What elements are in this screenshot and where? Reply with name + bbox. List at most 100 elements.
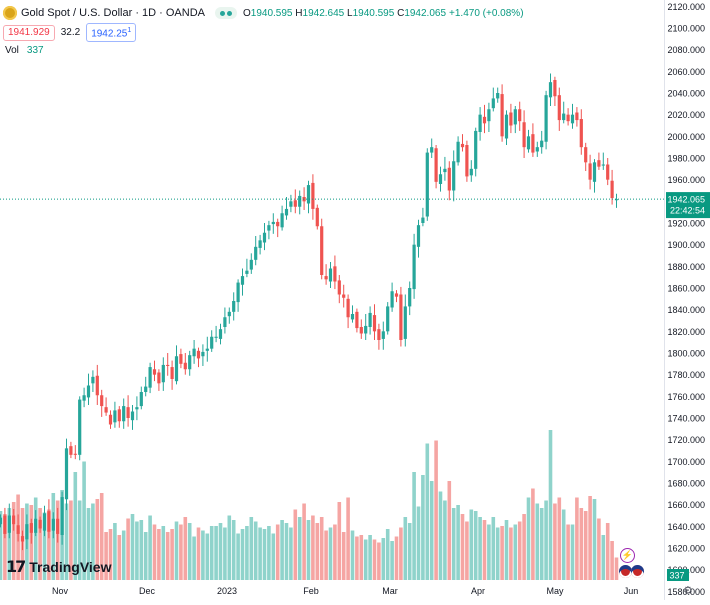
candle-body xyxy=(179,354,183,364)
candle-body xyxy=(117,409,121,422)
candle-body xyxy=(38,519,42,529)
volume-bar xyxy=(218,523,223,580)
candle-body xyxy=(254,246,258,260)
x-tick-label: Mar xyxy=(382,586,398,596)
candle-body xyxy=(526,136,531,150)
volume-bar xyxy=(135,521,139,580)
candle-body xyxy=(333,266,337,282)
candle-body xyxy=(0,517,3,525)
candle-body xyxy=(60,497,64,535)
volume-bar xyxy=(86,508,91,580)
volume-bar xyxy=(64,503,69,580)
candle-body xyxy=(465,145,469,177)
candle-body xyxy=(328,268,333,282)
volume-bar xyxy=(328,527,333,580)
y-tick-label: 1860.000 xyxy=(667,284,705,294)
volume-bar xyxy=(350,530,355,580)
volume-bar xyxy=(531,488,535,580)
candle-body xyxy=(289,201,293,207)
volume-bar xyxy=(77,500,82,580)
volume-bar xyxy=(315,523,320,580)
candle-body xyxy=(170,367,174,379)
volume-bar xyxy=(284,523,289,580)
candle-body xyxy=(3,515,7,534)
volume-bar xyxy=(253,521,258,580)
volume-bar xyxy=(245,526,249,580)
volume-bar xyxy=(509,527,513,580)
volume-bar xyxy=(148,515,152,580)
volume-bar xyxy=(33,497,38,580)
volume-bar xyxy=(377,542,381,580)
candle-body xyxy=(73,453,77,455)
candle-body xyxy=(381,331,385,339)
low-label: L xyxy=(347,7,353,19)
candle-body xyxy=(513,109,517,125)
volume-tag xyxy=(667,569,689,581)
candle-body xyxy=(518,109,522,122)
lightning-icon[interactable]: ⚡ xyxy=(620,548,635,563)
y-tick-label: 2080.000 xyxy=(667,45,705,55)
volume-bar xyxy=(465,521,469,580)
candle-body xyxy=(350,314,355,320)
buy-button[interactable]: 1942.251 xyxy=(86,23,137,43)
us-flag-icon-2 xyxy=(631,565,644,578)
volume-bar xyxy=(539,508,544,580)
candle-body xyxy=(399,294,403,340)
volume-bar xyxy=(412,472,416,580)
volume-bar xyxy=(152,524,157,580)
volume-bar xyxy=(469,509,474,580)
symbol-legend: Gold Spot / U.S. Dollar · 1D · OANDA O19… xyxy=(0,4,524,22)
volume-bar xyxy=(614,557,619,580)
volume-bar xyxy=(333,524,337,580)
candle-body xyxy=(588,163,592,180)
volume-bar xyxy=(535,503,540,580)
candle-body xyxy=(535,147,539,152)
volume-bar xyxy=(583,511,588,580)
candle-body xyxy=(606,164,610,180)
candle-body xyxy=(540,140,544,148)
y-tick-label: 1760.000 xyxy=(667,392,705,402)
candle-body xyxy=(276,221,280,227)
candle-body xyxy=(293,200,297,207)
candle-body xyxy=(262,232,267,243)
candle-body xyxy=(12,515,16,525)
flag-icons[interactable] xyxy=(619,565,644,578)
volume-bar xyxy=(223,527,227,580)
candle-body xyxy=(355,311,359,329)
candle-body xyxy=(324,276,328,280)
candle-body xyxy=(390,291,394,308)
x-tick-label: Nov xyxy=(52,586,69,596)
candle-body xyxy=(86,385,91,398)
symbol-title[interactable]: Gold Spot / U.S. Dollar · 1D · OANDA xyxy=(21,7,205,19)
countdown-value: 22:42:54 xyxy=(670,206,705,216)
volume-bar xyxy=(192,536,196,580)
volume-bar xyxy=(526,497,531,580)
candle-body xyxy=(478,114,482,132)
sell-button[interactable]: 1941.929 xyxy=(3,24,55,41)
volume-bar xyxy=(209,526,214,580)
candle-body xyxy=(416,225,421,247)
close-label: C xyxy=(397,7,405,19)
tradingview-logo[interactable]: 17 TradingView xyxy=(6,557,111,576)
volume-bar xyxy=(495,527,500,580)
volume-bar xyxy=(121,530,126,580)
candle-body xyxy=(315,207,319,227)
volume-bar xyxy=(513,524,518,580)
candle-body xyxy=(236,282,240,303)
candle-body xyxy=(34,518,38,533)
y-tick-label: 2100.000 xyxy=(667,24,705,34)
candle-body xyxy=(78,399,82,455)
buy-price: 1942.25 xyxy=(91,28,128,40)
volume-bar xyxy=(236,533,240,580)
candle-body xyxy=(456,141,460,163)
volume-bar xyxy=(597,518,601,580)
volume-bar xyxy=(553,503,557,580)
y-tick-label: 1920.000 xyxy=(667,219,705,229)
volume-bar xyxy=(557,497,562,580)
candle-body xyxy=(597,160,601,167)
eye-icon[interactable] xyxy=(215,7,237,19)
gear-icon[interactable]: ⚙ xyxy=(683,585,693,597)
candle-body xyxy=(421,217,425,223)
